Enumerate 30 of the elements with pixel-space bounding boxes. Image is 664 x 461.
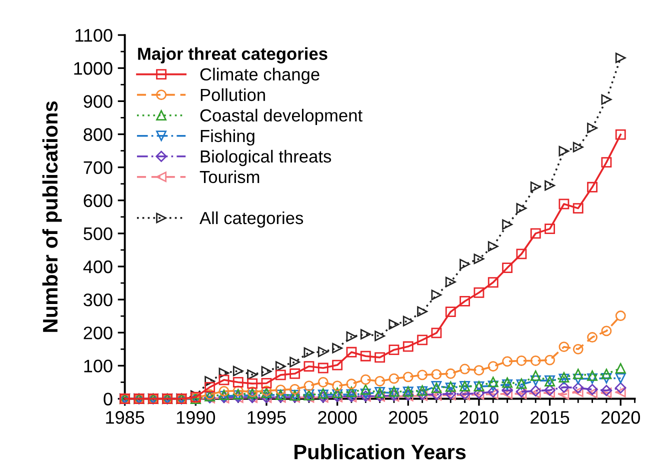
legend-label: Climate change xyxy=(200,68,320,84)
x-tick-label: 1985 xyxy=(106,411,144,424)
legend-title: Major threat categories xyxy=(138,47,328,64)
x-tick-label: 1990 xyxy=(176,411,216,424)
y-tick-label: 200 xyxy=(84,326,112,340)
y-tick-label: 800 xyxy=(84,128,112,141)
x-tick-label: 2000 xyxy=(318,411,357,424)
y-tick-label: 300 xyxy=(84,294,112,306)
x-tick-label: 2015 xyxy=(530,411,570,424)
legend-label: Pollution xyxy=(200,88,265,102)
legend-label: Fishing xyxy=(200,129,254,146)
x-tick-label: 2005 xyxy=(388,411,428,424)
legend-label: Biological threats xyxy=(200,150,332,166)
y-tick-label: 900 xyxy=(84,95,112,108)
legend-label: Tourism xyxy=(200,170,260,184)
y-tick-label: 500 xyxy=(84,227,112,240)
y-tick-label: 1000 xyxy=(74,62,112,75)
y-axis-title: Number of publications xyxy=(42,101,62,332)
x-tick-label: 1995 xyxy=(248,411,286,424)
legend-label: Coastal development xyxy=(200,108,362,126)
y-tick-label: 100 xyxy=(84,360,112,372)
legend-label: All categories xyxy=(200,211,304,228)
y-tick-label: 1100 xyxy=(76,28,112,42)
y-tick-label: 0 xyxy=(104,392,112,406)
x-tick-label: 2010 xyxy=(460,411,498,424)
x-tick-label: 2020 xyxy=(601,411,640,424)
x-axis-title: Publication Years xyxy=(294,444,466,460)
y-tick-label: 400 xyxy=(83,260,112,274)
y-tick-label: 600 xyxy=(84,194,112,208)
y-tick-label: 700 xyxy=(84,161,112,174)
